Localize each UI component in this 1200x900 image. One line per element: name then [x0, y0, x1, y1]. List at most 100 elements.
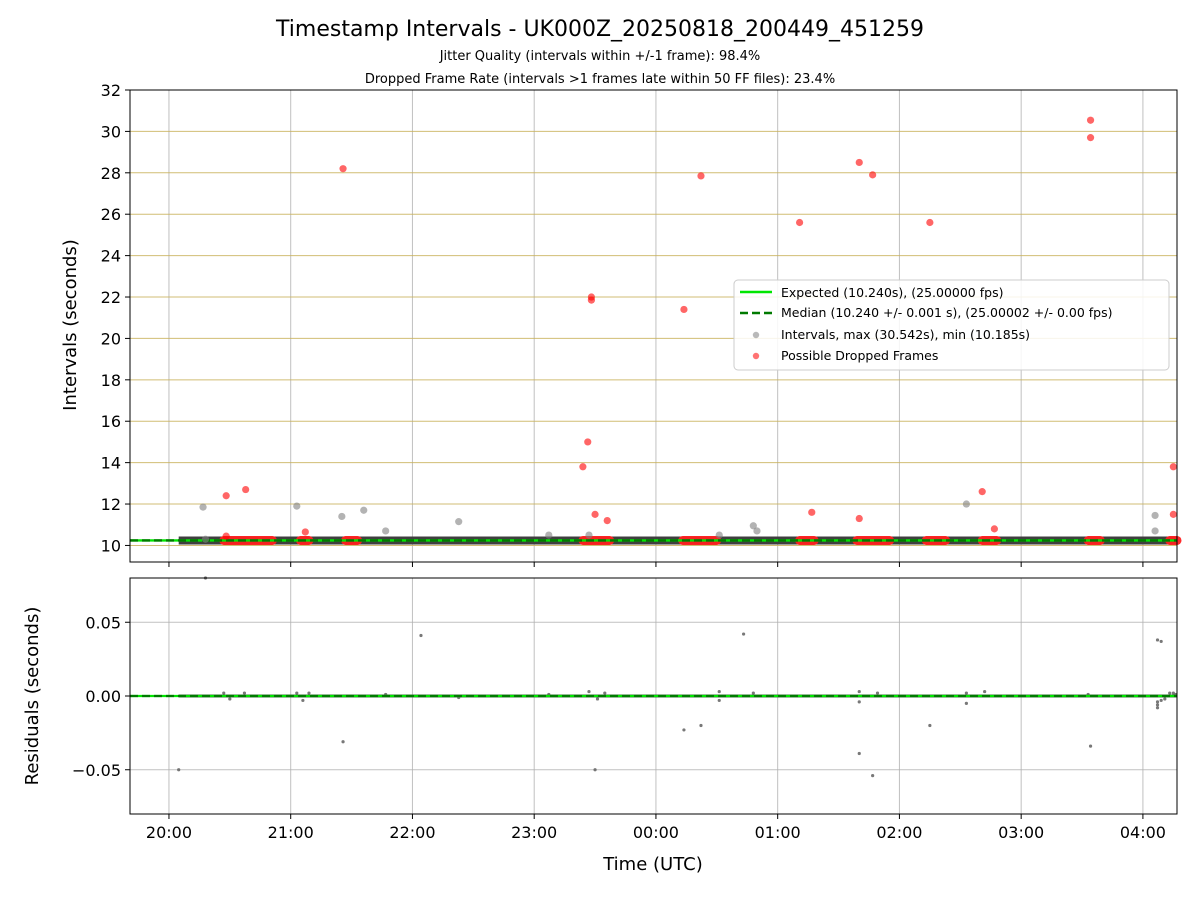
legend-intervals-label: Intervals, max (30.542s), min (10.185s)	[781, 327, 1030, 342]
residuals-plot: 20:00 21:00 22:00 23:00 00:00 01:00 02:00 03:00…	[72, 576, 1178, 842]
legend-box	[733, 279, 1170, 371]
residual-point	[964, 691, 968, 695]
residual-point	[228, 697, 232, 701]
dropped-frame-point	[978, 488, 986, 496]
x-tick-label: 03:00	[998, 823, 1044, 842]
dropped-frame-point	[697, 172, 705, 180]
jitter-quality-subtitle: Jitter Quality (intervals within +/-1 fr…	[439, 49, 761, 64]
top-plot-frame	[129, 89, 1178, 563]
interval-point	[201, 535, 210, 543]
dropped-frame-point	[222, 492, 230, 500]
top-y-tick-label: 18	[101, 371, 121, 390]
legend-median-label: Median (10.240 +/- 0.001 s), (25.00002 +…	[781, 305, 1112, 320]
top-y-tick-label: 10	[101, 536, 121, 555]
top-y-tick-label: 16	[101, 412, 121, 431]
residual-point	[295, 691, 299, 695]
dropped-frame-point	[926, 218, 934, 227]
x-tick-label: 01:00	[755, 823, 801, 842]
legend-dropped-swatch	[752, 352, 760, 360]
x-tick-label: 21:00	[268, 823, 314, 842]
legend: Expected (10.240s), (25.00000 fps) Media…	[733, 279, 1170, 371]
interval-point	[753, 527, 761, 535]
x-tick-label: 22:00	[389, 823, 435, 842]
x-tick-label: 23:00	[511, 823, 557, 842]
interval-point	[360, 506, 368, 514]
chart-title: Timestamp Intervals - UK000Z_20250818_20…	[275, 17, 924, 42]
residual-point	[717, 698, 721, 703]
interval-point	[293, 502, 301, 510]
interval-point	[382, 527, 390, 535]
dropped-frame-point	[579, 463, 587, 471]
x-tick-label: 20:00	[146, 823, 192, 842]
residual-point	[682, 728, 686, 732]
top-y-tick-label: 24	[101, 247, 121, 266]
top-y-tick-label: 14	[101, 454, 121, 473]
residual-point	[875, 691, 880, 695]
residual-point	[307, 691, 311, 695]
residual-point	[603, 691, 607, 695]
bottom-y-tick-label: −0.05	[72, 761, 121, 780]
legend-dropped-label: Possible Dropped Frames	[781, 348, 938, 363]
residual-point	[1163, 697, 1167, 701]
residual-point	[242, 691, 247, 695]
residual-point	[1155, 638, 1160, 642]
residual-point	[699, 723, 703, 728]
residual-point	[593, 768, 597, 772]
bottom-y-tick-label: 0.00	[85, 687, 121, 706]
dropped-frame-point	[855, 514, 863, 523]
top-y-tick-label: 12	[101, 495, 121, 514]
interval-point	[455, 518, 463, 526]
residual-point	[301, 698, 305, 703]
bottom-y-tick-label: 0.05	[85, 613, 121, 632]
dropped-frame-point	[1169, 463, 1177, 471]
residual-point	[587, 689, 591, 694]
x-tick-label: 00:00	[633, 823, 679, 842]
interval-point	[585, 531, 593, 539]
dropped-frame-point	[795, 218, 804, 227]
dropped-frame-point	[869, 171, 877, 179]
residual-point	[419, 633, 423, 638]
residual-point	[857, 751, 861, 756]
top-y-axis-label: Intervals (seconds)	[60, 239, 81, 411]
dropped-frame-point	[1086, 116, 1095, 124]
bottom-y-axis-label: Residuals (seconds)	[22, 607, 43, 786]
residual-point	[871, 774, 875, 778]
interval-point	[962, 500, 970, 508]
residual-point	[857, 700, 861, 704]
dropped-frame-point	[1086, 134, 1095, 142]
dropped-frame-point	[603, 516, 611, 525]
top-y-tick-label: 32	[101, 81, 121, 100]
residual-point	[1155, 706, 1160, 710]
dropped-frame-point	[855, 158, 863, 167]
x-tick-label: 04:00	[1120, 823, 1166, 842]
legend-intervals-swatch	[752, 331, 760, 339]
residual-point	[928, 723, 932, 728]
residual-point	[983, 689, 987, 694]
residual-point	[1171, 691, 1175, 695]
top-y-tick-label: 26	[101, 205, 121, 224]
residual-point	[1155, 700, 1160, 704]
legend-expected-label: Expected (10.240s), (25.00000 fps)	[781, 285, 1003, 300]
dropped-frame-point	[301, 528, 309, 536]
residual-point	[751, 691, 755, 695]
residual-point	[341, 740, 345, 744]
residual-point	[717, 689, 721, 694]
dropped-frame-point	[587, 296, 596, 304]
bottom-plot-frame	[129, 577, 1178, 815]
interval-point	[1151, 527, 1159, 535]
interval-point	[715, 531, 723, 539]
dropped-frame-point	[680, 305, 688, 314]
residual-point	[1155, 703, 1160, 707]
x-axis-label: Time (UTC)	[602, 854, 703, 875]
top-y-tick-label: 28	[101, 164, 121, 183]
dropped-frame-point	[222, 532, 230, 540]
interval-point	[199, 503, 207, 511]
dropped-frame-point	[1169, 510, 1177, 518]
dropped-frame-point	[584, 438, 592, 446]
dropped-frame-point	[808, 508, 816, 516]
dropped-frame-point	[339, 165, 347, 173]
residual-point	[595, 697, 600, 701]
top-y-tick-label: 20	[101, 329, 121, 348]
residual-point	[1159, 698, 1163, 703]
x-tick-label: 02:00	[876, 823, 922, 842]
